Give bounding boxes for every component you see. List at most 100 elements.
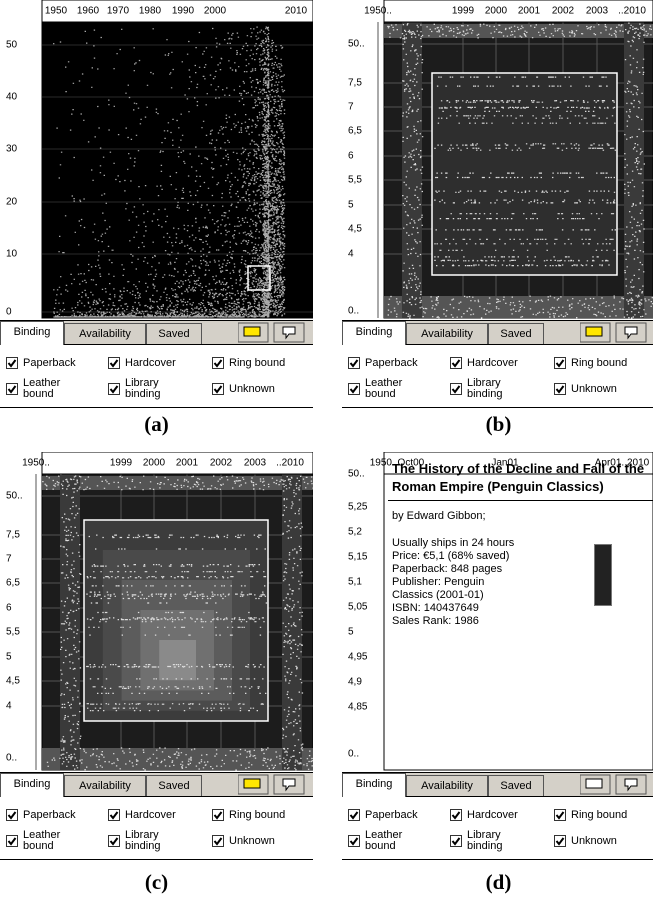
plot: 1950.. 1999 2000 2001 2002 2003 ..201050..7,57… [0,452,313,772]
checkbox-label-line: Unknown [229,834,275,847]
checkbox-label-line: Paperback [365,356,418,369]
x-axis-label: 1950.. [364,6,392,17]
tab[interactable]: Saved [146,775,202,796]
x-axis-label: ..2010 [276,458,304,469]
checkbox-label-line: Paperback [23,356,76,369]
tab[interactable]: Availability [64,323,146,344]
checkbox[interactable]: Library binding [450,378,502,400]
checkmark [555,385,565,394]
checkbox[interactable]: Hardcover [450,809,518,821]
checkbox-label-line: bound [23,840,54,852]
selection-box [247,265,271,291]
x-axis-label: Jan01 [491,458,519,469]
checkbox[interactable]: Unknown [212,835,275,847]
checkbox[interactable]: Unknown [554,835,617,847]
checkbox[interactable]: Ring bound [212,809,285,821]
checkbox[interactable]: Library binding [450,830,502,852]
tab[interactable]: Saved [488,775,544,796]
checkbox-box [212,809,224,821]
checkbox[interactable]: Hardcover [108,357,176,369]
checkbox[interactable]: Hardcover [450,357,518,369]
checkmark [109,385,119,394]
x-axis-label: 2001 [518,6,541,17]
tab[interactable]: Binding [342,321,406,345]
checkbox[interactable]: Leather bound [348,830,402,852]
checkbox-box [108,383,120,395]
checkbox-label: Unknown [229,383,275,395]
icon-glyph [282,778,296,792]
y-axis-label: 0 [6,307,12,318]
y-axis-label: 20 [6,197,18,208]
checkbox[interactable]: Ring bound [212,357,285,369]
checkmark [349,811,359,820]
checkbox[interactable]: Hardcover [108,809,176,821]
tab[interactable]: Availability [406,323,488,344]
checkbox-label: Ring bound [229,356,286,369]
checkbox[interactable]: Leather bound [348,378,402,400]
checkbox[interactable]: Unknown [554,383,617,395]
checkbox-label-line: Library [467,829,501,841]
y-axis-label: 0.. [348,749,359,760]
y-axis-label: 30 [6,144,18,155]
checkbox[interactable]: Ring bound [554,809,627,821]
y-axis-label: 4 [6,701,12,712]
selection-box [431,72,618,276]
tab[interactable]: Binding [0,321,64,345]
checkbox[interactable]: Leather bound [6,830,60,852]
tab[interactable]: Saved [146,323,202,344]
checkbox[interactable]: Library binding [108,378,160,400]
panel: 1950.. 1999 2000 2001 2002 2003 ..2010 50.. 7,5 7… [0,452,313,898]
panel: 1950 1960 1970 1980 1990 2000 2010 50 40 30 20 10 0 B… [0,0,313,446]
y-axis-label: 10 [6,249,18,260]
edge-band [384,296,653,318]
tab[interactable]: Availability [64,775,146,796]
x-axis-label: 2002 [210,458,233,469]
checkbox-label: Leather bound [23,378,60,400]
top-axis [383,0,653,23]
checkbox-label: Hardcover [125,357,176,369]
caption: (b) [485,412,512,436]
book-detail: ISBN: 140437649 [392,602,479,614]
checkbox-label: Leather bound [23,830,60,852]
checkbox[interactable]: Leather bound [6,378,60,400]
top-axis [41,452,313,475]
checkbox-box [450,835,462,847]
y-axis-label: 5,5 [6,627,20,638]
y-axis-label: 50 [6,40,18,51]
checkbox[interactable]: Paperback [348,809,418,821]
checkmark [451,837,461,846]
checkbox[interactable]: Unknown [212,383,275,395]
checkmark [7,811,17,820]
checkmark [7,837,17,846]
top-axis [41,0,313,23]
tab[interactable]: Binding [342,773,406,797]
tab[interactable]: Binding [0,773,64,797]
y-axis-label: 5,1 [348,577,362,588]
tab-bar: Binding Availability Saved [0,320,313,345]
book-detail: Price: €5,1 (68% saved) [392,550,510,562]
icon-glyph [243,778,261,789]
y-axis-label: 0.. [348,306,359,317]
tab[interactable]: Availability [406,775,488,796]
checkbox-label-line: Unknown [571,382,617,395]
checkbox-label-line: Ring bound [229,356,286,369]
top-axis [383,452,653,475]
scatter-texture [42,473,313,771]
y-axis-label: 6,5 [6,578,20,589]
zoom-layer [159,640,196,681]
checkbox[interactable]: Library binding [108,830,160,852]
tab[interactable]: Saved [488,323,544,344]
tab-bar: Binding Availability Saved [342,772,653,797]
checkbox-label-line: Library [125,377,159,389]
checkbox[interactable]: Paperback [6,357,76,369]
checkbox-label-line: Leather [365,377,403,389]
checkbox-label: Paperback [23,809,76,821]
checkbox[interactable]: Paperback [6,809,76,821]
checkbox[interactable]: Paperback [348,357,418,369]
x-axis-label: 2002 [552,6,575,17]
checkmark [213,837,223,846]
y-axis-label: 0.. [6,753,17,764]
checkbox[interactable]: Ring bound [554,357,627,369]
checkbox-label: Leather bound [365,830,402,852]
